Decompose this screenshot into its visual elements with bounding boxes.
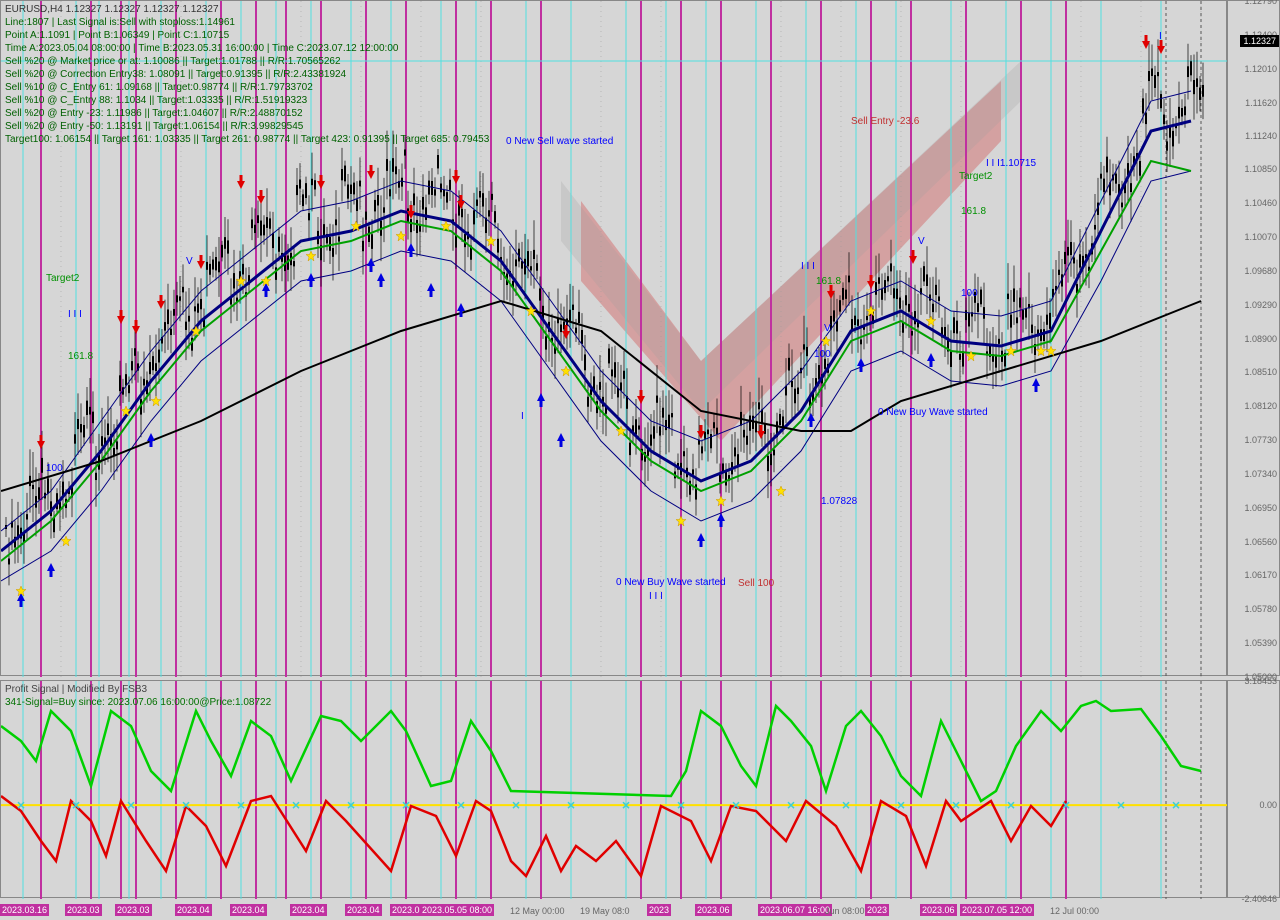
price-tick: 1.06560 [1244, 537, 1277, 547]
price-tick: 1.06950 [1244, 503, 1277, 513]
main-price-chart[interactable]: EURUSD,H4 1.12327 1.12327 1.12327 1.1232… [0, 0, 1227, 676]
time-tick: 12 Jul 00:00 [1050, 906, 1099, 916]
time-tick-highlighted: 2023.04 [230, 904, 267, 916]
info-line: Sell %10 @ C_Entry 88: 1.1034 || Target:… [5, 95, 307, 106]
price-tick: 1.09290 [1244, 300, 1277, 310]
price-axis: 1.050001.053901.057801.061701.065601.069… [1227, 0, 1280, 676]
price-tick: 1.10460 [1244, 198, 1277, 208]
price-tick: 1.05780 [1244, 604, 1277, 614]
time-tick: 12 May 00:00 [510, 906, 565, 916]
time-tick: 19 May 08:0 [580, 906, 630, 916]
indicator-signal-text: 341-Signal=Buy since: 2023.07.06 16:00:0… [5, 697, 271, 708]
indicator-tick: 0.00 [1259, 800, 1277, 810]
price-tick: 1.12790 [1244, 0, 1277, 6]
info-line: Sell %20 @ Entry -50: 1.13191 || Target:… [5, 121, 303, 132]
price-tick: 1.10850 [1244, 164, 1277, 174]
price-tick: 1.06170 [1244, 570, 1277, 580]
time-tick-highlighted: 2023.04 [175, 904, 212, 916]
time-tick-highlighted: 2023.04 [345, 904, 382, 916]
time-tick-highlighted: 2023.06 [920, 904, 957, 916]
price-tick: 1.05390 [1244, 638, 1277, 648]
time-axis: 2023.03.16 2023.03 2023.03 2023.04 2023.04 20… [0, 898, 1227, 920]
time-tick-highlighted: 2023 [647, 904, 671, 916]
info-line: Sell %10 @ C_Entry 61: 1.09168 || Target… [5, 82, 313, 93]
price-tick: 1.09680 [1244, 266, 1277, 276]
price-tick: 1.07730 [1244, 435, 1277, 445]
time-tick: Jun 08:00 [825, 906, 865, 916]
info-line: Point A:1.1091 | Point B:1.06349 | Point… [5, 30, 229, 41]
info-line: Time A:2023.05.04 08:00:00 | Time B:2023… [5, 43, 398, 54]
indicator-tick: 3.18453 [1244, 676, 1277, 686]
info-line: Sell %20 @ Correction Entry38: 1.08091 |… [5, 69, 346, 80]
indicator-title: Profit Signal | Modified By FSB3 [5, 684, 147, 695]
price-tick: 1.10070 [1244, 232, 1277, 242]
time-tick-highlighted: 2023.06 [695, 904, 732, 916]
time-tick-highlighted: 2023.06.07 16:00 [758, 904, 832, 916]
time-tick-highlighted: 2023.04 [290, 904, 327, 916]
indicator-axis: -2.406460.003.18453 [1227, 680, 1280, 898]
indicator-panel[interactable]: Profit Signal | Modified By FSB3 341-Sig… [0, 680, 1227, 898]
chart-container: EURUSD,H4 1.12327 1.12327 1.12327 1.1232… [0, 0, 1280, 920]
price-tick: 1.11620 [1245, 98, 1277, 108]
price-tick: 1.12010 [1244, 64, 1277, 74]
info-line: Target100: 1.06154 || Target 161: 1.0333… [5, 134, 489, 145]
price-tick: 1.08900 [1244, 334, 1277, 344]
current-price-marker: 1.12327 [1240, 35, 1279, 47]
price-tick: 1.08510 [1244, 367, 1277, 377]
indicator-svg [1, 681, 1228, 899]
time-tick-highlighted: 2023.03 [65, 904, 102, 916]
price-tick: 1.11240 [1245, 131, 1277, 141]
time-tick-highlighted: 2023.07.05 12:00 [960, 904, 1034, 916]
symbol-ohlc: EURUSD,H4 1.12327 1.12327 1.12327 1.1232… [5, 4, 219, 15]
info-line: Sell %20 @ Market price or at: 1.10086 |… [5, 56, 341, 67]
price-tick: 1.08120 [1244, 401, 1277, 411]
price-tick: 1.07340 [1244, 469, 1277, 479]
time-tick-highlighted: 2023.05.05 08:00 [420, 904, 494, 916]
time-tick-highlighted: 2023 [865, 904, 889, 916]
info-line: Sell %20 @ Entry -23: 1.11986 || Target:… [5, 108, 303, 119]
info-line: Line:1807 | Last Signal is:Sell with sto… [5, 17, 235, 28]
time-tick-highlighted: 2023.03 [115, 904, 152, 916]
time-tick-highlighted: 2023.03.16 [0, 904, 49, 916]
indicator-tick: -2.40646 [1241, 894, 1277, 904]
